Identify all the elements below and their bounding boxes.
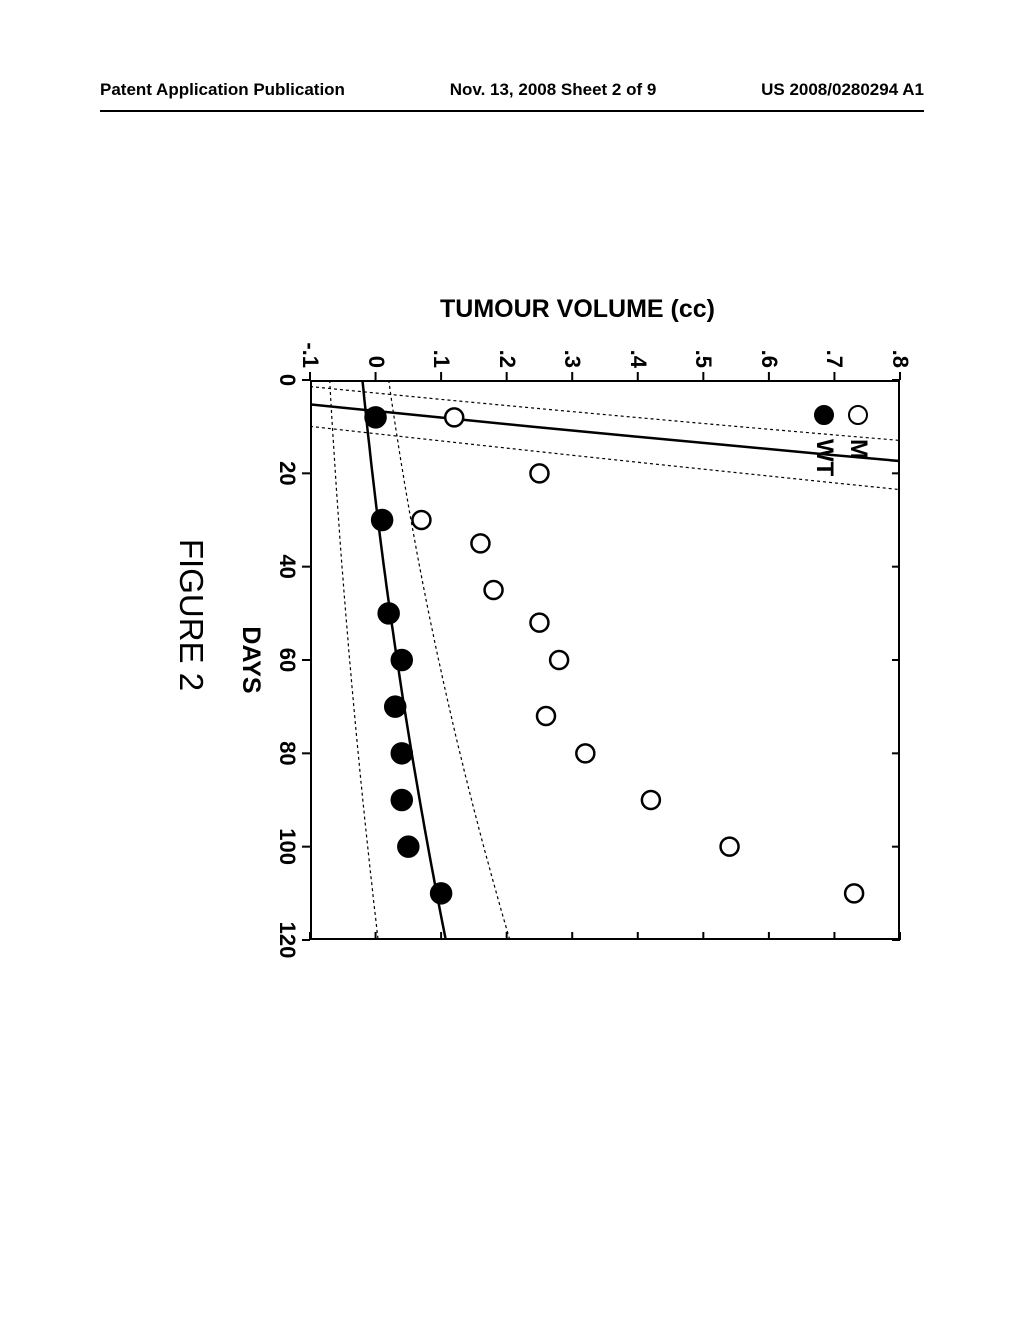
x-tick-label: 60	[274, 632, 300, 688]
y-tick-label: -.1	[297, 322, 323, 368]
marker-WT	[372, 510, 392, 530]
y-tick-label: .6	[756, 322, 782, 368]
marker-M	[485, 581, 503, 599]
marker-M	[721, 838, 739, 856]
marker-M	[530, 614, 548, 632]
header-left: Patent Application Publication	[100, 80, 345, 100]
marker-M	[471, 534, 489, 552]
y-tick-label: 0	[363, 322, 389, 368]
marker-M	[550, 651, 568, 669]
x-tick-label: 40	[274, 539, 300, 595]
marker-WT	[366, 407, 386, 427]
x-tick-label: 100	[274, 819, 300, 875]
legend-row: WT	[807, 405, 841, 476]
header-divider	[100, 110, 924, 112]
x-tick-label: 80	[274, 725, 300, 781]
legend: M WT	[807, 405, 875, 476]
fit-line-M	[95, 380, 925, 940]
y-tick-label: .8	[887, 322, 913, 368]
marker-M	[537, 707, 555, 725]
page-header: Patent Application Publication Nov. 13, …	[100, 80, 924, 100]
y-tick-label: .4	[625, 322, 651, 368]
header-right: US 2008/0280294 A1	[761, 80, 924, 100]
figure-wrap: 020406080100120-.10.1.2.3.4.5.6.7.8TUMOU…	[120, 200, 900, 1030]
marker-WT	[431, 883, 451, 903]
figure-label: FIGURE 2	[172, 225, 210, 1005]
legend-label: WT	[810, 439, 838, 476]
marker-M	[530, 464, 548, 482]
x-tick-label: 20	[274, 445, 300, 501]
chart: 020406080100120-.10.1.2.3.4.5.6.7.8TUMOU…	[95, 225, 925, 1005]
y-tick-label: .3	[559, 322, 585, 368]
y-tick-label: .2	[494, 322, 520, 368]
y-axis-title: TUMOUR VOLUME (cc)	[440, 295, 715, 324]
marker-WT	[392, 790, 412, 810]
y-tick-label: .1	[428, 322, 454, 368]
marker-WT	[392, 650, 412, 670]
y-tick-label: .5	[690, 322, 716, 368]
x-tick-label: 120	[274, 912, 300, 968]
open-circle-icon	[848, 405, 868, 425]
marker-M	[845, 884, 863, 902]
marker-WT	[398, 837, 418, 857]
marker-WT	[392, 743, 412, 763]
filled-circle-icon	[814, 405, 834, 425]
y-tick-label: .7	[821, 322, 847, 368]
x-axis-title: DAYS	[236, 600, 265, 720]
ci-lower-M	[95, 380, 925, 940]
marker-WT	[379, 603, 399, 623]
legend-row: M	[841, 405, 875, 476]
marker-M	[412, 511, 430, 529]
marker-M	[576, 744, 594, 762]
header-center: Nov. 13, 2008 Sheet 2 of 9	[450, 80, 657, 100]
legend-label: M	[844, 439, 872, 459]
marker-M	[642, 791, 660, 809]
marker-WT	[385, 697, 405, 717]
page: Patent Application Publication Nov. 13, …	[0, 0, 1024, 1320]
marker-M	[445, 408, 463, 426]
